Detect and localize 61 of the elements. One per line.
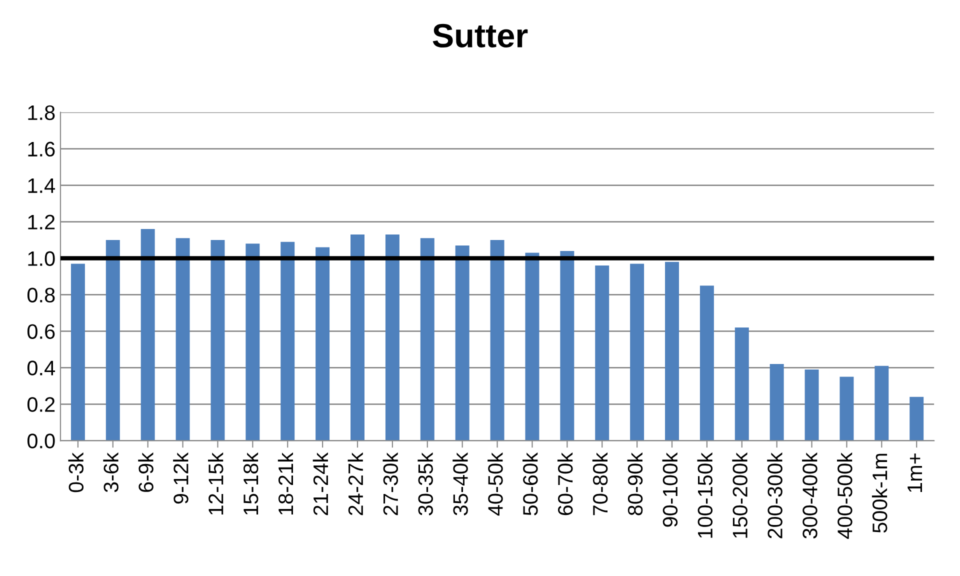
bar <box>420 238 434 441</box>
bar <box>560 250 574 441</box>
chart-title: Sutter <box>432 24 528 48</box>
bar <box>385 234 400 441</box>
x-tick-label: 35-40k <box>452 452 468 516</box>
bar <box>874 366 889 441</box>
bar <box>840 376 854 441</box>
bar <box>700 286 714 441</box>
bar <box>910 396 924 441</box>
bar <box>525 252 540 441</box>
y-tick-label: 1.2 <box>28 214 55 230</box>
bar <box>455 245 470 441</box>
x-tick-label: 60-70k <box>557 452 573 516</box>
bar <box>210 240 225 441</box>
x-tick-label: 0-3k <box>68 452 84 492</box>
x-tick-label: 9-12k <box>173 452 188 504</box>
y-tick-label: 1.4 <box>28 178 56 193</box>
x-tick-label: 70-80k <box>592 452 608 516</box>
bar <box>176 238 190 441</box>
bar <box>665 262 679 441</box>
x-tick-label: 15-18k <box>242 452 258 515</box>
bar <box>106 240 120 441</box>
bar <box>770 364 784 441</box>
x-tick-label: 100-150k <box>697 452 713 538</box>
x-tick-label: 300-400k <box>802 452 818 539</box>
x-tick-label: 90-100k <box>662 452 678 527</box>
bar <box>630 264 644 441</box>
x-tick-label: 200-300k <box>767 452 782 538</box>
y-tick-label: 0.0 <box>27 434 55 448</box>
bar <box>734 328 749 441</box>
bar <box>70 264 85 441</box>
y-tick-label: 0.2 <box>27 397 55 412</box>
x-tick-label: 24-27k <box>348 452 363 516</box>
x-tick-label: 40-50k <box>488 452 503 516</box>
y-tick-label: 0.8 <box>27 288 55 302</box>
x-tick-label: 12-15k <box>208 452 224 515</box>
x-tick-label: 18-21k <box>278 452 294 515</box>
x-tick-label: 1m+ <box>908 453 922 492</box>
x-tick-label: 3-6k <box>103 452 118 492</box>
y-tick-label: 0.6 <box>27 324 55 339</box>
bar <box>140 229 155 441</box>
x-tick-label: 150-200k <box>732 452 748 538</box>
y-tick-label: 0.4 <box>27 360 56 376</box>
x-tick-label: 80-90k <box>627 452 643 516</box>
bar <box>595 266 610 441</box>
x-tick-label: 21-24k <box>312 452 328 516</box>
bar <box>280 242 295 441</box>
bar <box>804 370 819 441</box>
x-tick-label: 30-35k <box>418 452 433 516</box>
y-tick-label: 1.8 <box>28 105 55 120</box>
x-tick-label: 50-60k <box>522 452 538 516</box>
bar <box>350 234 364 441</box>
bar <box>490 240 504 441</box>
y-tick-label: 1.6 <box>28 142 55 157</box>
bar <box>316 247 330 441</box>
bar <box>246 244 260 441</box>
x-tick-label: 6-9k <box>138 452 154 492</box>
x-tick-label: 400-500k <box>837 452 852 539</box>
x-tick-label: 500k-1m <box>872 454 888 533</box>
x-tick-label: 27-30k <box>382 452 398 516</box>
y-tick-label: 1.0 <box>28 251 55 266</box>
